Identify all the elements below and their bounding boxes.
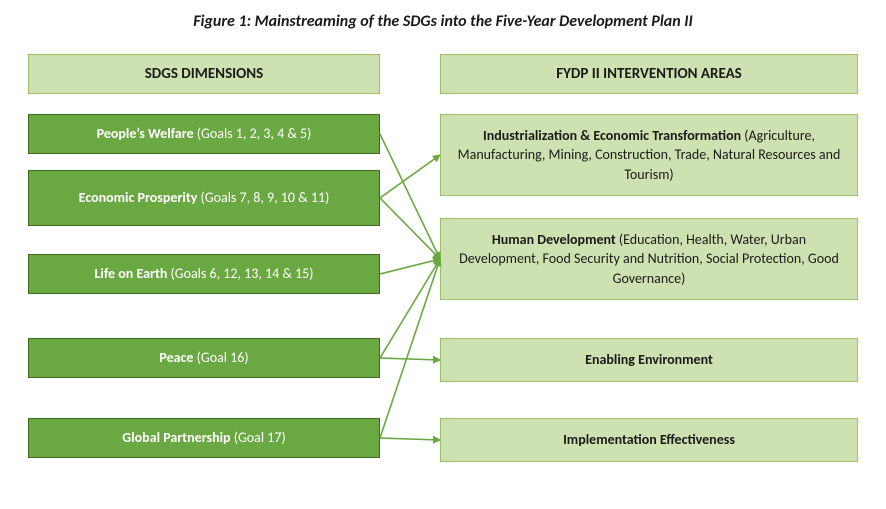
fydp-implementation-effectiveness: Implementation Effectiveness <box>440 418 858 462</box>
mapping-arrow <box>380 259 440 274</box>
node-label: Human Development (Education, Health, Wa… <box>455 230 843 289</box>
node-label: Economic Prosperity (Goals 7, 8, 9, 10 &… <box>79 189 330 208</box>
mapping-arrow <box>380 198 440 259</box>
sdgs-dimensions-header: SDGS DIMENSIONS <box>28 54 380 94</box>
mapping-arrow <box>380 358 440 360</box>
node-label: People’s Welfare (Goals 1, 2, 3, 4 & 5) <box>97 125 312 144</box>
mapping-arrow <box>380 155 440 198</box>
node-label: Implementation Effectiveness <box>563 430 735 450</box>
fydp-human-development: Human Development (Education, Health, Wa… <box>440 218 858 300</box>
sdg-economic-prosperity: Economic Prosperity (Goals 7, 8, 9, 10 &… <box>28 170 380 226</box>
mapping-arrow <box>380 259 440 358</box>
sdg-global-partnership: Global Partnership (Goal 17) <box>28 418 380 458</box>
node-label: Global Partnership (Goal 17) <box>122 429 285 448</box>
figure-title: Figure 1: Mainstreaming of the SDGs into… <box>0 12 886 31</box>
node-label: Industrialization & Economic Transformat… <box>455 126 843 185</box>
node-label: Peace (Goal 16) <box>159 349 248 368</box>
node-label: Life on Earth (Goals 6, 12, 13, 14 & 15) <box>94 265 313 284</box>
fydp-intervention-header: FYDP II INTERVENTION AREAS <box>440 54 858 94</box>
mapping-arrow <box>380 134 440 259</box>
sdg-peoples-welfare: People’s Welfare (Goals 1, 2, 3, 4 & 5) <box>28 114 380 154</box>
fydp-enabling-environment: Enabling Environment <box>440 338 858 382</box>
sdg-peace: Peace (Goal 16) <box>28 338 380 378</box>
sdg-life-on-earth: Life on Earth (Goals 6, 12, 13, 14 & 15) <box>28 254 380 294</box>
node-label: Enabling Environment <box>585 350 713 370</box>
mapping-arrow <box>380 438 440 440</box>
mapping-arrow <box>380 259 440 438</box>
fydp-industrialization: Industrialization & Economic Transformat… <box>440 114 858 196</box>
